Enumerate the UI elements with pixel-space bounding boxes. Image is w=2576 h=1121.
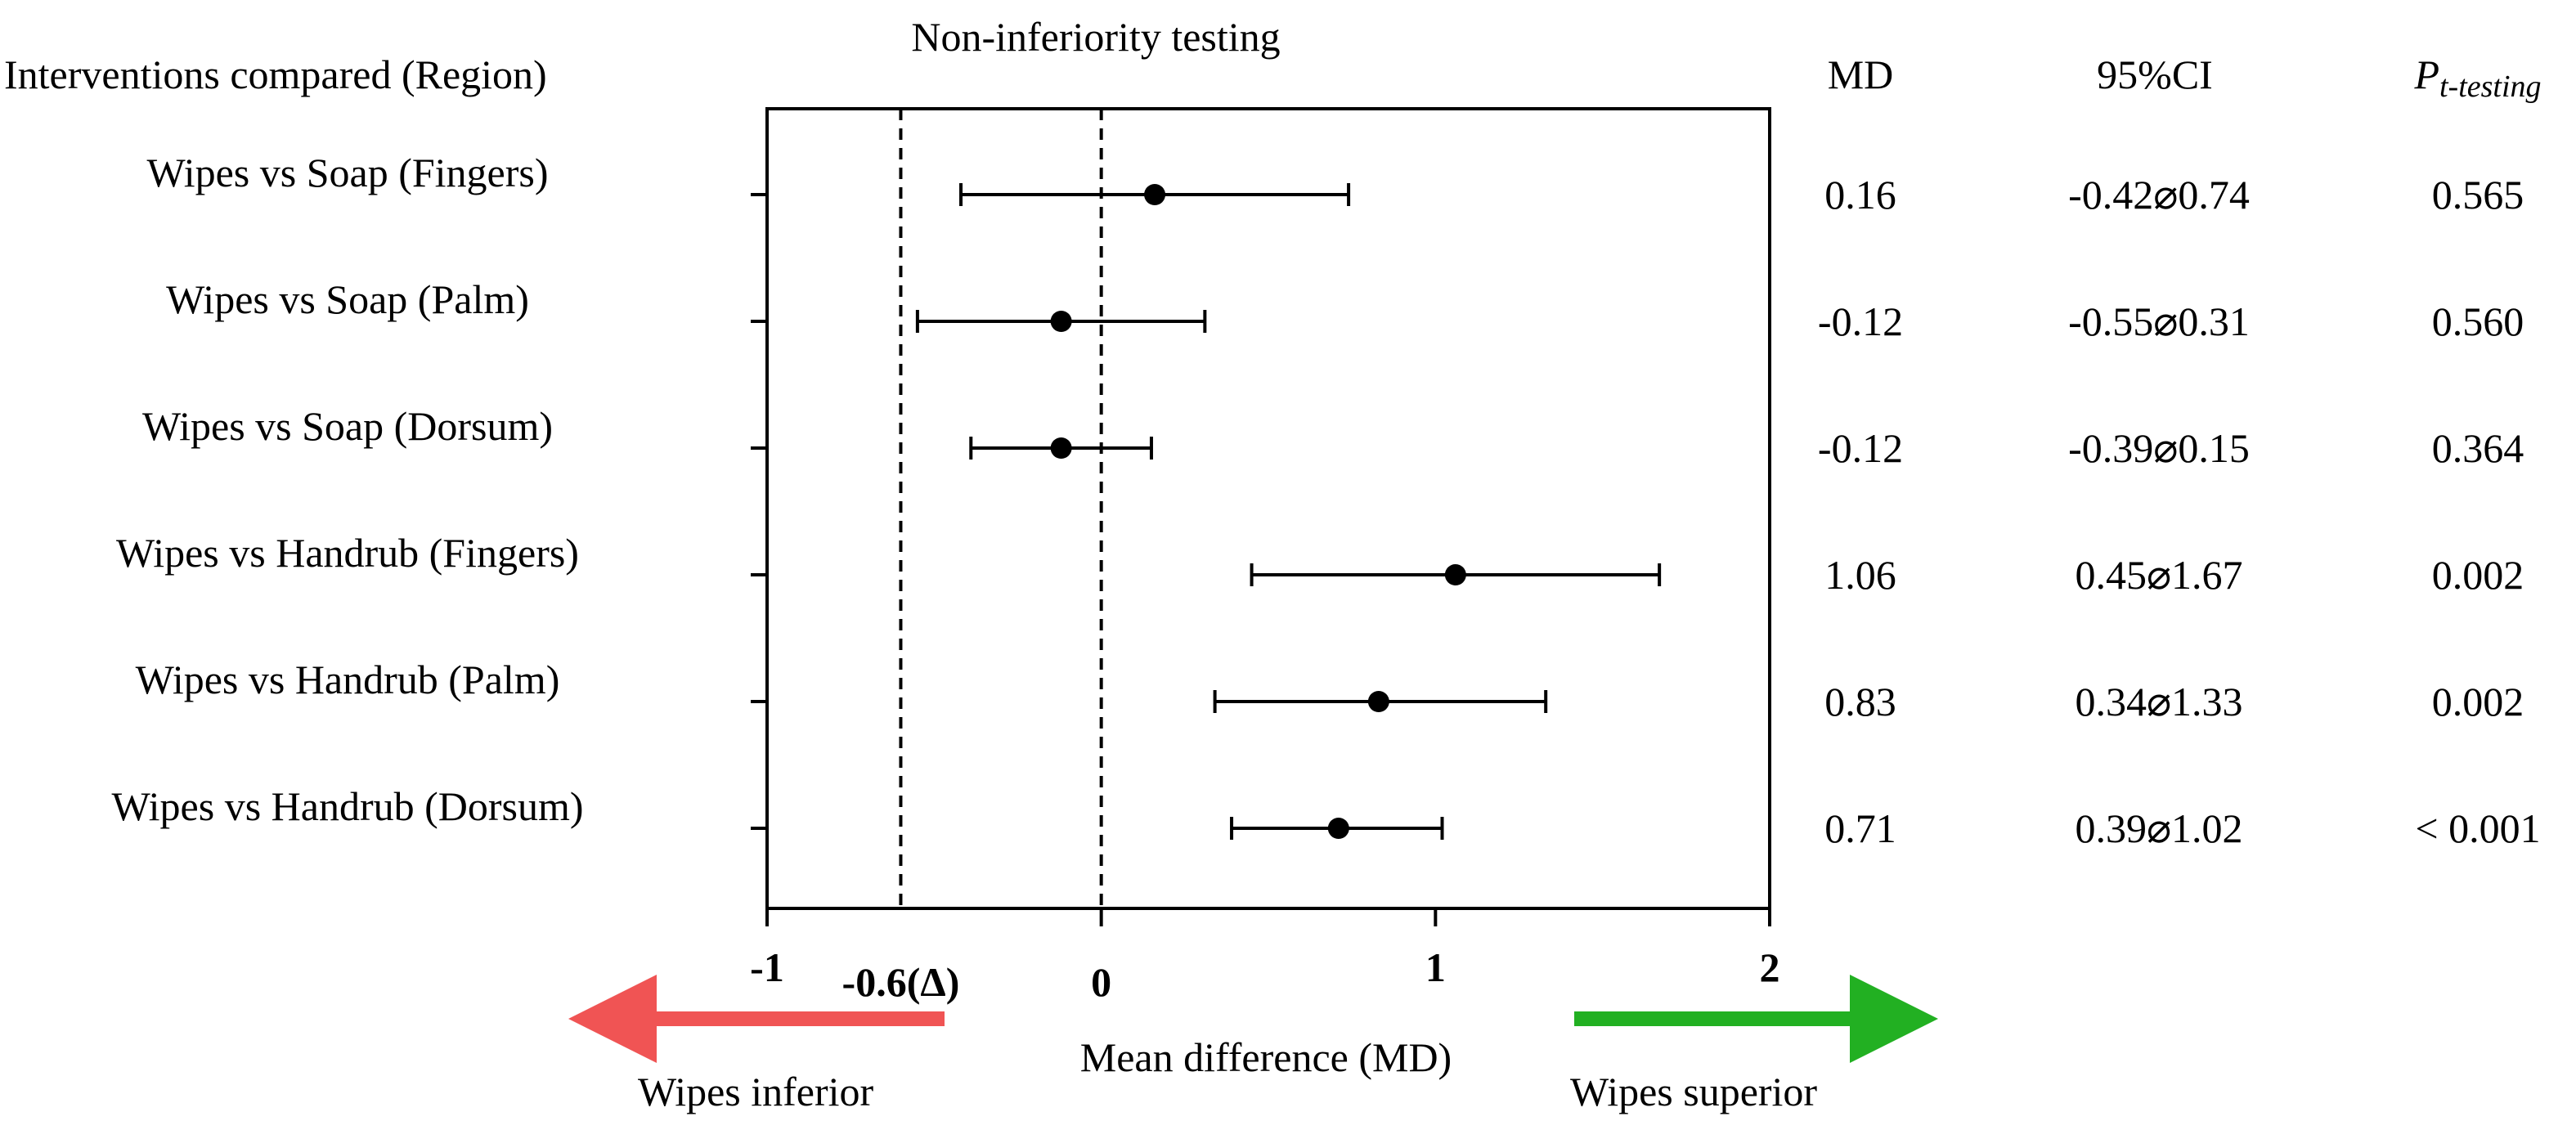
p-value: < 0.001: [2415, 805, 2540, 851]
forest-row: Wipes vs Handrub (Fingers) 1.06 0.45⌀1.67 0…: [116, 530, 2524, 598]
superior-label: Wipes superior: [1570, 1069, 1817, 1114]
ci-value: -0.42⌀0.74: [2068, 172, 2250, 217]
forest-row: Wipes vs Soap (Palm) -0.12 -0.55⌀0.31 0.560: [166, 276, 2524, 344]
p-value: 0.565: [2432, 172, 2524, 217]
p-column-header-main: P: [2413, 52, 2439, 97]
x-tick-label: 0: [1091, 959, 1111, 1005]
row-label: Wipes vs Soap (Fingers): [147, 150, 549, 195]
row-label: Wipes vs Soap (Dorsum): [142, 403, 553, 449]
x-axis-label: Mean difference (MD): [1080, 1034, 1452, 1080]
md-point: [1444, 564, 1466, 585]
row-label: Wipes vs Handrub (Dorsum): [111, 783, 583, 829]
p-column-header-sub: t-testing: [2439, 70, 2542, 104]
row-ticks: [751, 193, 767, 830]
md-value: -0.12: [1818, 425, 1903, 471]
ci-value: 0.45⌀1.67: [2075, 552, 2242, 598]
md-value: 0.71: [1824, 805, 1896, 851]
x-tick-label: 2: [1760, 944, 1780, 990]
p-column-header: Pt-testing: [2413, 52, 2541, 104]
md-point: [1050, 311, 1072, 332]
data-rows: Wipes vs Soap (Fingers) 0.16 -0.42⌀0.74 0.5…: [111, 150, 2540, 851]
md-point: [1367, 691, 1389, 712]
p-value: 0.002: [2432, 679, 2524, 724]
md-value: 0.16: [1824, 172, 1896, 217]
plot-frame: [765, 107, 1771, 910]
forest-row: Wipes vs Handrub (Dorsum) 0.71 0.39⌀1.02 < …: [111, 783, 2540, 851]
forest-row: Wipes vs Soap (Fingers) 0.16 -0.42⌀0.74 0.5…: [147, 150, 2524, 217]
p-value: 0.364: [2432, 425, 2524, 471]
ci-value: -0.55⌀0.31: [2068, 298, 2250, 344]
row-label: Wipes vs Soap (Palm): [166, 276, 529, 322]
md-point: [1327, 818, 1349, 839]
ci-value: -0.39⌀0.15: [2068, 425, 2250, 471]
x-axis-ticks: -1 1 2: [750, 908, 1780, 990]
reference-lines: -0.6(Δ) 0: [842, 109, 1111, 1005]
md-point: [1144, 184, 1166, 205]
x-tick-label: -1: [750, 944, 784, 990]
delta-label: -0.6(Δ): [842, 959, 960, 1005]
row-header: Interventions compared (Region): [4, 52, 547, 97]
p-value: 0.002: [2432, 552, 2524, 598]
md-column-header: MD: [1828, 52, 1894, 97]
forest-row: Wipes vs Soap (Dorsum) -0.12 -0.39⌀0.15 0.3…: [142, 403, 2524, 471]
row-label: Wipes vs Handrub (Fingers): [116, 530, 579, 576]
row-label: Wipes vs Handrub (Palm): [136, 657, 560, 702]
forest-row: Wipes vs Handrub (Palm) 0.83 0.34⌀1.33 0.00…: [136, 657, 2524, 724]
md-value: -0.12: [1818, 298, 1903, 344]
chart-title: Non-inferiority testing: [911, 14, 1280, 60]
md-value: 0.83: [1824, 679, 1896, 724]
inferior-label: Wipes inferior: [638, 1069, 874, 1114]
p-value: 0.560: [2432, 298, 2524, 344]
ci-value: 0.34⌀1.33: [2075, 679, 2242, 724]
md-value: 1.06: [1824, 552, 1896, 598]
md-point: [1050, 437, 1072, 459]
ci-column-header: 95%CI: [2097, 52, 2213, 97]
x-tick-label: 1: [1425, 944, 1446, 990]
ci-value: 0.39⌀1.02: [2075, 805, 2242, 851]
